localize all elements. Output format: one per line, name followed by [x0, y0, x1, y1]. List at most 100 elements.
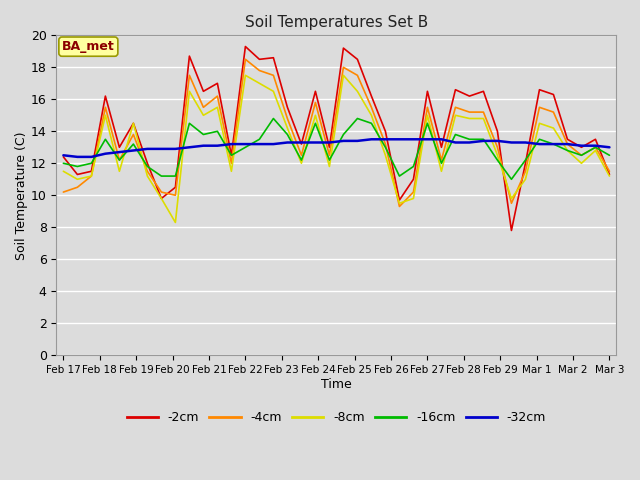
-8cm — [326, 164, 333, 169]
-32cm — [255, 141, 263, 147]
-4cm — [228, 160, 236, 166]
-16cm — [74, 164, 81, 169]
-2cm — [88, 168, 95, 174]
-8cm — [578, 160, 586, 166]
-4cm — [60, 189, 67, 195]
-4cm — [255, 68, 263, 73]
-8cm — [367, 112, 375, 118]
-8cm — [536, 120, 543, 126]
-32cm — [214, 143, 221, 149]
-4cm — [186, 72, 193, 78]
-2cm — [200, 88, 207, 94]
-8cm — [228, 168, 236, 174]
-8cm — [200, 112, 207, 118]
-2cm — [564, 136, 572, 142]
-2cm — [578, 144, 586, 150]
-8cm — [522, 176, 529, 182]
-4cm — [479, 109, 487, 115]
-16cm — [214, 129, 221, 134]
-32cm — [186, 144, 193, 150]
-32cm — [508, 140, 515, 145]
-8cm — [605, 173, 613, 179]
-32cm — [157, 146, 165, 152]
-16cm — [241, 144, 249, 150]
-16cm — [550, 141, 557, 147]
-8cm — [479, 116, 487, 121]
-8cm — [116, 168, 124, 174]
-8cm — [396, 200, 403, 206]
-4cm — [269, 72, 277, 78]
-2cm — [508, 228, 515, 233]
-4cm — [424, 105, 431, 110]
-16cm — [200, 132, 207, 137]
-4cm — [578, 153, 586, 158]
-32cm — [298, 140, 305, 145]
-16cm — [578, 153, 586, 158]
-8cm — [550, 125, 557, 131]
-32cm — [424, 136, 431, 142]
-16cm — [326, 157, 333, 163]
-16cm — [172, 173, 179, 179]
-16cm — [438, 160, 445, 166]
-2cm — [465, 93, 473, 99]
-16cm — [522, 157, 529, 163]
-2cm — [129, 120, 137, 126]
-4cm — [326, 153, 333, 158]
-32cm — [479, 138, 487, 144]
-32cm — [536, 141, 543, 147]
-2cm — [228, 153, 236, 158]
-4cm — [591, 144, 599, 150]
-4cm — [116, 157, 124, 163]
-2cm — [284, 105, 291, 110]
-2cm — [102, 93, 109, 99]
-16cm — [186, 120, 193, 126]
-4cm — [605, 168, 613, 174]
-8cm — [493, 153, 501, 158]
-2cm — [298, 141, 305, 147]
-32cm — [564, 141, 572, 147]
-8cm — [381, 153, 389, 158]
-32cm — [381, 136, 389, 142]
-8cm — [353, 88, 361, 94]
-8cm — [591, 148, 599, 154]
-8cm — [424, 112, 431, 118]
-4cm — [550, 109, 557, 115]
-16cm — [129, 141, 137, 147]
-2cm — [157, 195, 165, 201]
-2cm — [353, 57, 361, 62]
-2cm — [312, 88, 319, 94]
-16cm — [60, 160, 67, 166]
-2cm — [536, 87, 543, 93]
-32cm — [522, 140, 529, 145]
-2cm — [241, 44, 249, 49]
-2cm — [74, 171, 81, 177]
-32cm — [143, 146, 151, 152]
-4cm — [129, 132, 137, 137]
-32cm — [396, 136, 403, 142]
-2cm — [186, 53, 193, 59]
-2cm — [214, 81, 221, 86]
-8cm — [465, 116, 473, 121]
Line: -32cm: -32cm — [63, 139, 609, 157]
Text: BA_met: BA_met — [62, 40, 115, 53]
-16cm — [255, 136, 263, 142]
-8cm — [241, 72, 249, 78]
-2cm — [424, 88, 431, 94]
-4cm — [157, 189, 165, 195]
Title: Soil Temperatures Set B: Soil Temperatures Set B — [244, 15, 428, 30]
-8cm — [564, 148, 572, 154]
-32cm — [493, 138, 501, 144]
-8cm — [74, 176, 81, 182]
-16cm — [269, 116, 277, 121]
-4cm — [143, 168, 151, 174]
-32cm — [591, 143, 599, 149]
-4cm — [284, 116, 291, 121]
-32cm — [102, 151, 109, 156]
-32cm — [74, 154, 81, 160]
-32cm — [200, 143, 207, 149]
-4cm — [522, 168, 529, 174]
-32cm — [340, 138, 348, 144]
-4cm — [298, 153, 305, 158]
-32cm — [116, 149, 124, 155]
X-axis label: Time: Time — [321, 378, 352, 391]
